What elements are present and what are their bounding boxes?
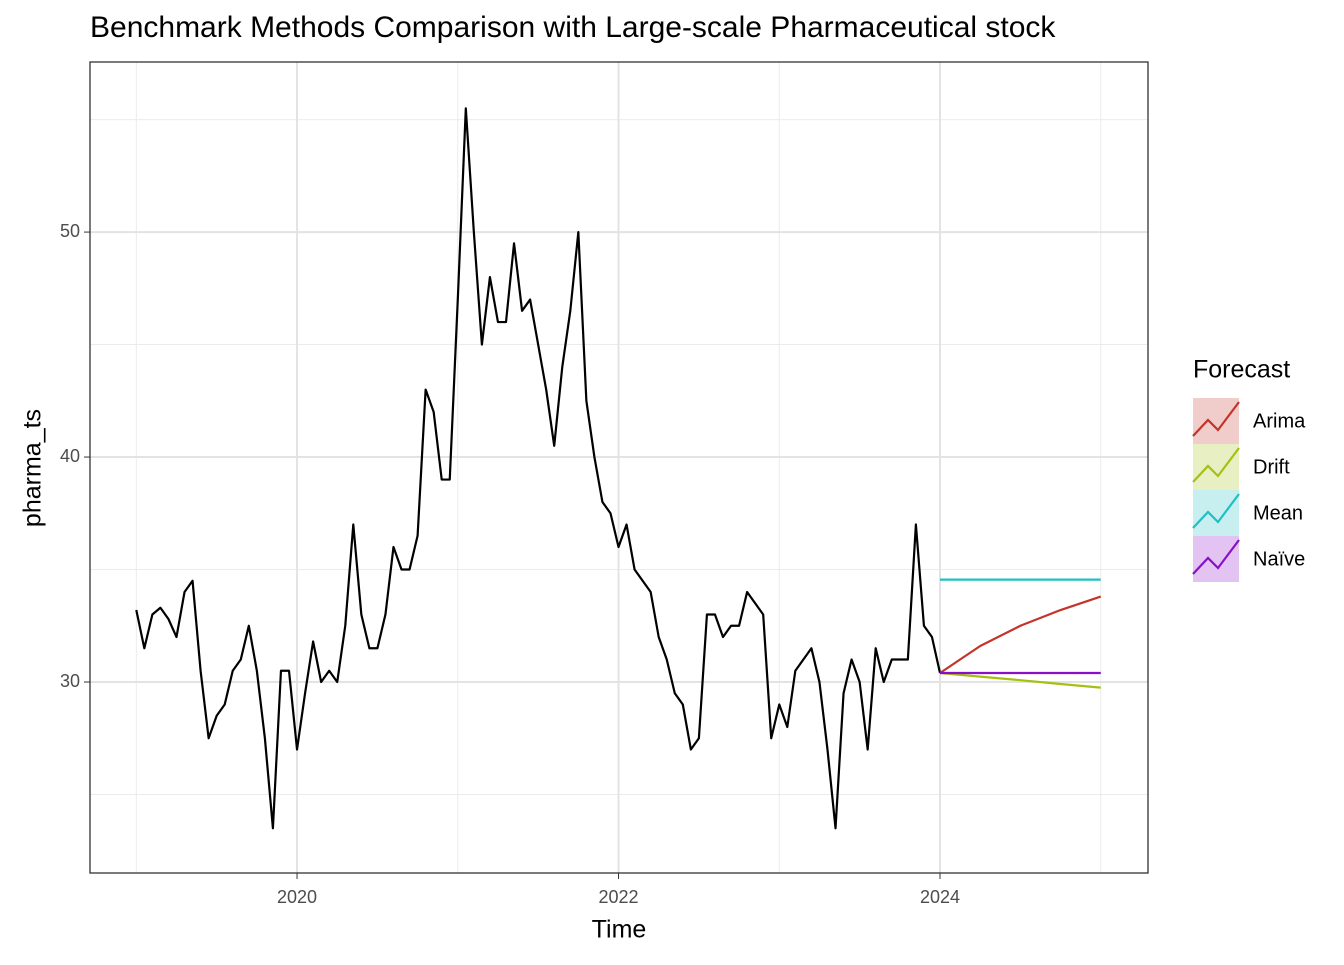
series-line (939, 595, 1102, 674)
legend-key-line (1192, 493, 1240, 529)
x-tick-label: 2022 (598, 887, 638, 907)
x-tick-label: 2024 (920, 887, 960, 907)
legend-label: Mean (1253, 502, 1303, 524)
legend-key-line (1192, 401, 1240, 437)
legend-key-fill (1193, 398, 1239, 444)
series-line (939, 671, 1101, 689)
y-tick-label: 30 (60, 671, 80, 691)
y-tick-label: 50 (60, 221, 80, 241)
legend-title: Forecast (1193, 356, 1290, 384)
legend-label: Naïve (1253, 548, 1305, 570)
x-axis-title: Time (592, 916, 647, 944)
legend-key-fill (1193, 536, 1239, 582)
legend-key-line (1192, 539, 1240, 575)
panel-border (89, 61, 1149, 874)
x-tick-label: 2020 (277, 887, 317, 907)
series-line (135, 107, 942, 830)
legend-label: Drift (1253, 456, 1290, 478)
chart-title: Benchmark Methods Comparison with Large-… (90, 11, 1056, 44)
legend-key-line (1192, 447, 1240, 483)
y-axis-title: pharma_ts (19, 409, 47, 527)
legend-key-fill (1193, 490, 1239, 536)
legend-label: Arima (1253, 410, 1306, 432)
legend-key-fill (1193, 444, 1239, 490)
y-tick-label: 40 (60, 446, 80, 466)
